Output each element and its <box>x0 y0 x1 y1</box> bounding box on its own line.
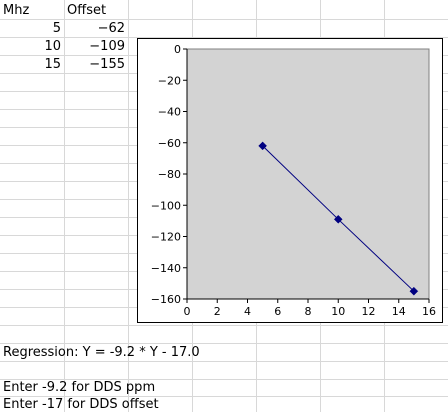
row-divider <box>0 361 448 362</box>
row-divider <box>0 325 448 326</box>
data-point <box>409 286 419 296</box>
y-tick-label: 0 <box>174 43 181 56</box>
cell-offset[interactable]: −155 <box>89 57 125 72</box>
x-tick-label: 2 <box>214 305 221 318</box>
data-point <box>258 141 267 151</box>
x-tick-label: 16 <box>422 305 436 318</box>
cell-mhz[interactable]: 5 <box>52 21 61 36</box>
cell-header-offset[interactable]: Offset <box>67 3 107 18</box>
cell-note-ppm[interactable]: Enter -9.2 for DDS ppm <box>3 380 156 395</box>
x-tick-label: 12 <box>362 305 376 318</box>
row-divider <box>0 19 448 20</box>
cell-regression-text[interactable]: Regression: Y = -9.2 * Y - 17.0 <box>3 345 200 360</box>
x-tick-label: 4 <box>244 305 251 318</box>
cell-offset[interactable]: −109 <box>89 39 125 54</box>
y-tick-label: −140 <box>151 262 181 275</box>
embedded-chart[interactable]: 0 −20 −40 −60 −80 −100 −120 −140 −160 0 2 4 6 8 10 12 14… <box>137 38 443 323</box>
data-point <box>333 214 343 224</box>
cell-mhz[interactable]: 10 <box>44 39 61 54</box>
row-divider <box>0 379 448 380</box>
x-tick-label: 14 <box>392 305 406 318</box>
y-tick-label: −20 <box>158 74 181 87</box>
x-tick-label: 0 <box>184 305 191 318</box>
x-tick-label: 6 <box>274 305 281 318</box>
cell-header-mhz[interactable]: Mhz <box>3 3 30 18</box>
y-tick-label: −80 <box>158 168 181 181</box>
y-tick-label: −100 <box>151 199 181 212</box>
x-tick-label: 10 <box>331 305 345 318</box>
cell-mhz[interactable]: 15 <box>44 57 61 72</box>
column-divider <box>128 0 129 412</box>
column-divider <box>64 0 65 412</box>
row-divider <box>0 343 448 344</box>
cell-note-offset[interactable]: Enter -17 for DDS offset <box>3 397 159 412</box>
cell-offset[interactable]: −62 <box>97 21 125 36</box>
y-tick-label: −160 <box>151 293 181 306</box>
y-tick-label: −60 <box>158 137 181 150</box>
row-divider <box>0 37 448 38</box>
y-tick-label: −40 <box>158 106 181 119</box>
x-tick-label: 8 <box>305 305 312 318</box>
plot-area <box>186 48 430 300</box>
y-tick-label: −120 <box>151 231 181 244</box>
row-divider <box>0 396 448 397</box>
